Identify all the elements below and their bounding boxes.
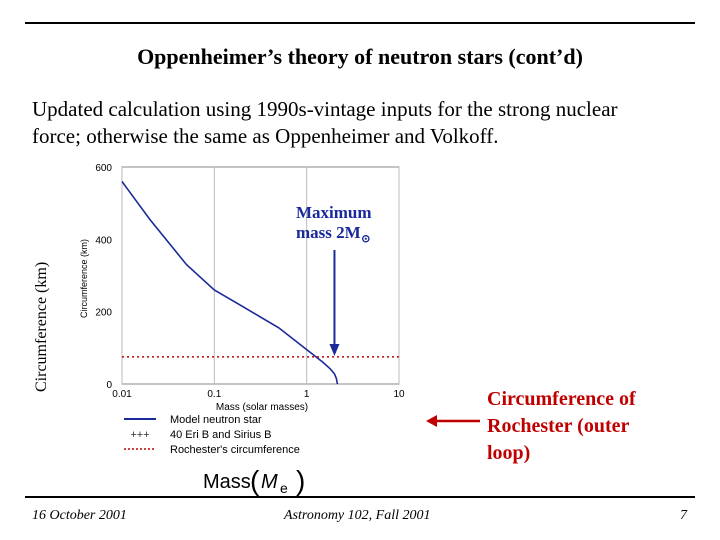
- big-mass-word: Mass: [203, 471, 251, 493]
- chart-legend: Model neutron star +++ 40 Eri B and Sirius…: [124, 414, 300, 456]
- legend-label-2: Rochester's circumference: [170, 444, 300, 456]
- top-rule: [25, 22, 695, 24]
- x-tick-label-1: 0.1: [207, 389, 221, 400]
- series-model-line: [121, 181, 339, 385]
- grid-lines: [121, 167, 400, 384]
- footer-course: Astronomy 102, Fall 2001: [284, 508, 431, 523]
- max-mass-annotation: Maximum mass 2M⊙: [296, 203, 372, 248]
- big-mass-label: Mass: [203, 471, 251, 493]
- solar-subscript: ⊙: [360, 231, 371, 246]
- rochester-line-2: Rochester (outer: [487, 415, 630, 437]
- y-tick-label-1: 200: [95, 308, 112, 319]
- legend-marker-plus: +++: [130, 429, 149, 441]
- rochester-line-1: Circumference of: [487, 388, 636, 410]
- outer-y-axis-label: Circumference (km): [33, 262, 50, 392]
- legend-label-0: Model neutron star: [170, 414, 262, 426]
- big-mass-symbol: M: [261, 471, 278, 493]
- x-tick-label-2: 1: [304, 389, 310, 400]
- x-tick-labels: 0.01 0.1 1 10: [112, 389, 405, 400]
- y-tick-labels: 0 200 400 600: [95, 163, 112, 391]
- big-mass-subscript: e: [280, 480, 288, 496]
- subtitle-line-1: Updated calculation using 1990s-vintage …: [32, 97, 618, 121]
- plot-frame: [121, 166, 400, 385]
- big-mass-close-paren: ): [296, 465, 305, 496]
- subtitle-line-2: force; otherwise the same as Oppenheimer…: [32, 124, 499, 148]
- y-tick-label-0: 0: [106, 380, 112, 391]
- y-tick-label-2: 400: [95, 235, 112, 246]
- rochester-arrowhead: [426, 415, 437, 427]
- x-tick-label-0: 0.01: [112, 389, 132, 400]
- legend-label-1: 40 Eri B and Sirius B: [170, 429, 272, 441]
- slide-subtitle: Updated calculation using 1990s-vintage …: [32, 96, 712, 150]
- bottom-rule: [25, 496, 695, 498]
- x-axis-label: Mass (solar masses): [216, 402, 308, 413]
- series-group: [121, 181, 399, 385]
- max-mass-line-1: Maximum: [296, 203, 372, 222]
- inner-y-axis-label: Circumference (km): [79, 239, 89, 318]
- max-mass-text: mass 2M: [296, 223, 361, 242]
- rochester-line-3: loop): [487, 442, 531, 464]
- big-mass-open-paren: (: [250, 465, 260, 496]
- slide-title: Oppenheimer’s theory of neutron stars (c…: [137, 44, 583, 69]
- footer-date: 16 October 2001: [32, 508, 127, 523]
- rochester-annotation: Circumference of Rochester (outer loop): [487, 386, 636, 467]
- max-mass-arrowhead: [329, 344, 340, 356]
- y-tick-label-3: 600: [95, 163, 112, 174]
- max-mass-line-2: mass 2M⊙: [296, 223, 372, 248]
- x-tick-label-3: 10: [393, 389, 405, 400]
- footer-page: 7: [680, 508, 687, 523]
